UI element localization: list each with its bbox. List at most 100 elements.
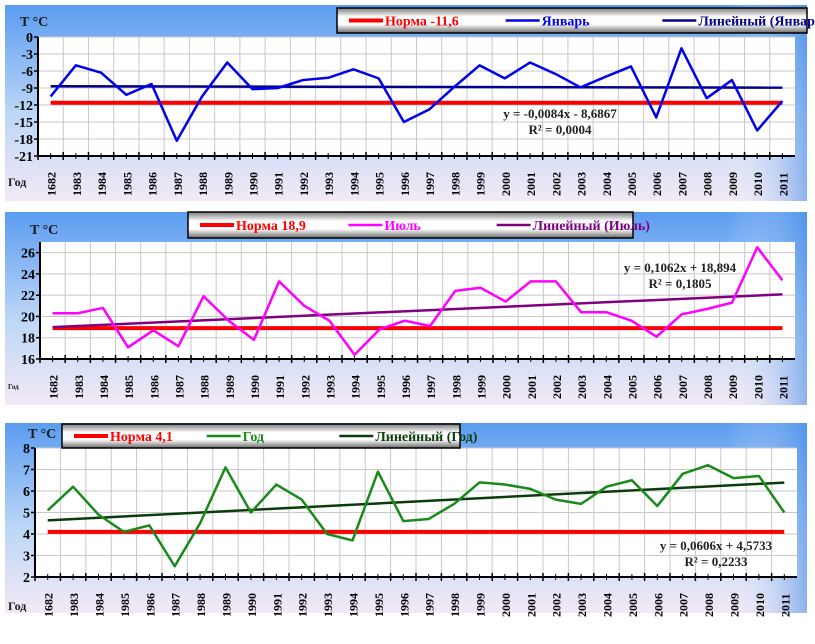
- x-tick-label: 1984: [97, 375, 111, 399]
- x-tick-label: 2001: [524, 172, 538, 196]
- x-tick-label: 1996: [398, 172, 412, 196]
- x-tick-label: 1991: [270, 593, 284, 617]
- x-tick-label: 2003: [575, 375, 589, 399]
- y-tick-label: 6: [23, 485, 30, 500]
- legend: Норма 18,9 Июль Линейный (Июль): [187, 211, 651, 239]
- x-tick-label: 2005: [625, 375, 639, 399]
- series-line: [49, 47, 784, 142]
- x-tick-label: 1988: [196, 172, 210, 196]
- y-tick-label: 5: [23, 507, 30, 522]
- x-tick-label: 1987: [169, 593, 183, 617]
- x-tick-label: 1991: [273, 375, 287, 399]
- x-tick-label: 1994: [347, 172, 361, 196]
- x-tick-label: 1992: [298, 375, 312, 399]
- x-tick-label: 1985: [118, 593, 132, 617]
- x-tick-label: 1999: [474, 172, 488, 196]
- x-tick-label: 2007: [677, 593, 691, 617]
- x-tick-label: 2002: [550, 375, 564, 399]
- x-axis-label: Год: [8, 599, 26, 613]
- legend-label: Линейный (Июль): [533, 219, 651, 234]
- trend-line: [50, 85, 783, 89]
- trend-line: [52, 293, 783, 329]
- legend-label: Норма 18,9: [236, 219, 306, 234]
- legend-label: Год: [243, 430, 264, 445]
- y-tick-label: -9: [21, 82, 33, 97]
- x-tick-label: 1998: [449, 375, 463, 399]
- x-tick-label: 1986: [143, 593, 157, 617]
- x-tick-label: 2006: [651, 375, 665, 399]
- x-tick-label: 1990: [246, 172, 260, 196]
- x-tick-label: 1985: [120, 172, 134, 196]
- x-tick-label: 1996: [399, 375, 413, 399]
- chart-1: 0 -3 -6 -9 -12 -15 -18 -21 1682 1983 1984 1985 1986 1…: [5, 5, 815, 201]
- x-tick-label: 2005: [625, 172, 639, 196]
- y-tick-label: 18: [21, 332, 35, 347]
- x-tick-label: 1986: [146, 172, 160, 196]
- x-tick-label: 2002: [550, 593, 564, 617]
- x-tick-label: 1984: [95, 172, 109, 196]
- x-tick-label: 2007: [675, 172, 689, 196]
- x-tick-label: 2010: [751, 172, 765, 196]
- x-tick-label: 2000: [499, 172, 513, 196]
- x-tick-label: 2000: [499, 593, 513, 617]
- chart-2: 16 18 20 22 24 26 1682 1983 1984 1985 1986 1987 1988…: [5, 211, 807, 405]
- x-tick-label: 1988: [194, 593, 208, 617]
- x-tick-label: 2009: [726, 375, 740, 399]
- x-tick-label: 1993: [323, 375, 337, 399]
- x-tick-label: 2006: [651, 593, 665, 617]
- x-tick-label: 2006: [650, 172, 664, 196]
- x-tick-label: 2008: [701, 172, 715, 196]
- y-tick-label: 8: [23, 442, 30, 457]
- x-tick-label: 1984: [93, 593, 107, 617]
- x-tick-label: 1989: [221, 172, 235, 196]
- x-tick-label: 1994: [347, 593, 361, 617]
- x-tick-label: 1682: [47, 375, 61, 399]
- y-tick-label: 20: [21, 310, 35, 325]
- legend-box: [336, 7, 808, 34]
- y-tick-label: -15: [14, 116, 33, 131]
- legend: Норма -11,6 Январь Линейный (Январь): [336, 7, 815, 34]
- legend-label: Январь: [542, 15, 591, 30]
- x-tick-label: 2005: [626, 593, 640, 617]
- x-tick-label: 1988: [198, 375, 212, 399]
- trend-r-squared: R² = 0,1805: [649, 276, 712, 291]
- x-tick-label: 1999: [474, 375, 488, 399]
- x-tick-label: 2004: [601, 593, 615, 617]
- x-tick-label: 1987: [171, 172, 185, 196]
- x-tick-label: 1682: [42, 593, 56, 617]
- x-tick-label: 2004: [600, 172, 614, 196]
- y-axis-label: T °C: [20, 15, 48, 30]
- y-tick-label: -18: [14, 133, 33, 148]
- x-tick-label: 2001: [525, 375, 539, 399]
- x-tick-label: 2010: [751, 375, 765, 399]
- y-tick-label: -12: [14, 99, 33, 114]
- x-tick-label: 1999: [474, 593, 488, 617]
- trend-equation: y = 0,1062x + 18,894: [624, 260, 737, 275]
- y-tick-label: 16: [21, 353, 35, 368]
- x-tick-label: 1989: [220, 593, 234, 617]
- y-tick-label: 0: [26, 31, 33, 46]
- x-tick-label: 2002: [549, 172, 563, 196]
- x-tick-label: 1990: [245, 593, 259, 617]
- x-tick-label: 2007: [676, 375, 690, 399]
- x-tick-label: 1997: [423, 593, 437, 617]
- y-tick-label: -3: [21, 48, 33, 63]
- series-line: [46, 463, 786, 568]
- x-tick-label: 2011: [776, 376, 790, 399]
- x-tick-label: 2008: [702, 593, 716, 617]
- x-tick-label: 1987: [172, 375, 186, 399]
- y-tick-label: -21: [14, 150, 33, 165]
- x-tick-label: 1995: [372, 593, 386, 617]
- x-tick-label: 1994: [349, 375, 363, 399]
- y-tick-label: 26: [21, 247, 35, 262]
- x-tick-label: 1985: [122, 375, 136, 399]
- legend-box: [187, 211, 634, 239]
- trend-r-squared: R² = 0,2233: [685, 554, 748, 569]
- x-tick-label: 1682: [45, 172, 59, 196]
- x-tick-label: 1983: [70, 172, 84, 196]
- legend-label: Норма 4,1: [110, 430, 173, 445]
- x-tick-label: 2000: [500, 375, 514, 399]
- y-tick-label: 3: [23, 550, 30, 565]
- x-tick-label: 2001: [524, 593, 538, 617]
- x-tick-label: 2008: [701, 375, 715, 399]
